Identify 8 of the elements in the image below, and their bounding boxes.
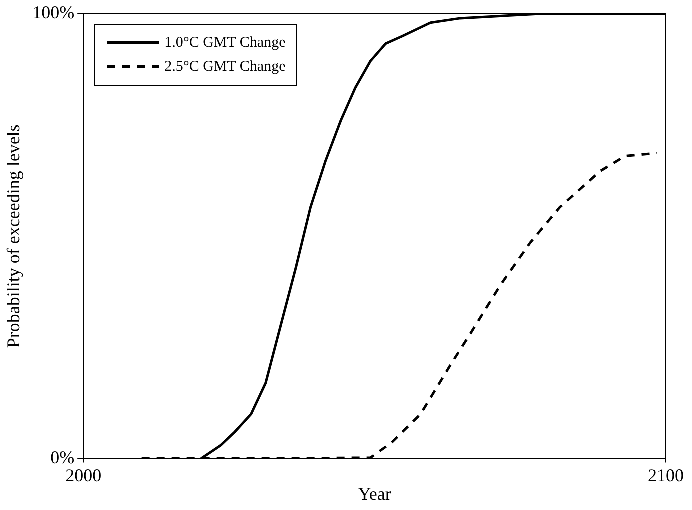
x-tick-label: 2100 — [648, 465, 684, 486]
y-tick-label: 0% — [50, 448, 75, 468]
y-axis-title: Probability of exceeding levels — [4, 124, 24, 348]
x-axis-title: Year — [358, 484, 392, 504]
y-tick-label: 100% — [32, 2, 75, 23]
legend-label: 2.5°C GMT Change — [164, 58, 286, 76]
legend-label: 1.0°C GMT Change — [164, 34, 286, 52]
x-tick-label: 2000 — [66, 465, 102, 486]
